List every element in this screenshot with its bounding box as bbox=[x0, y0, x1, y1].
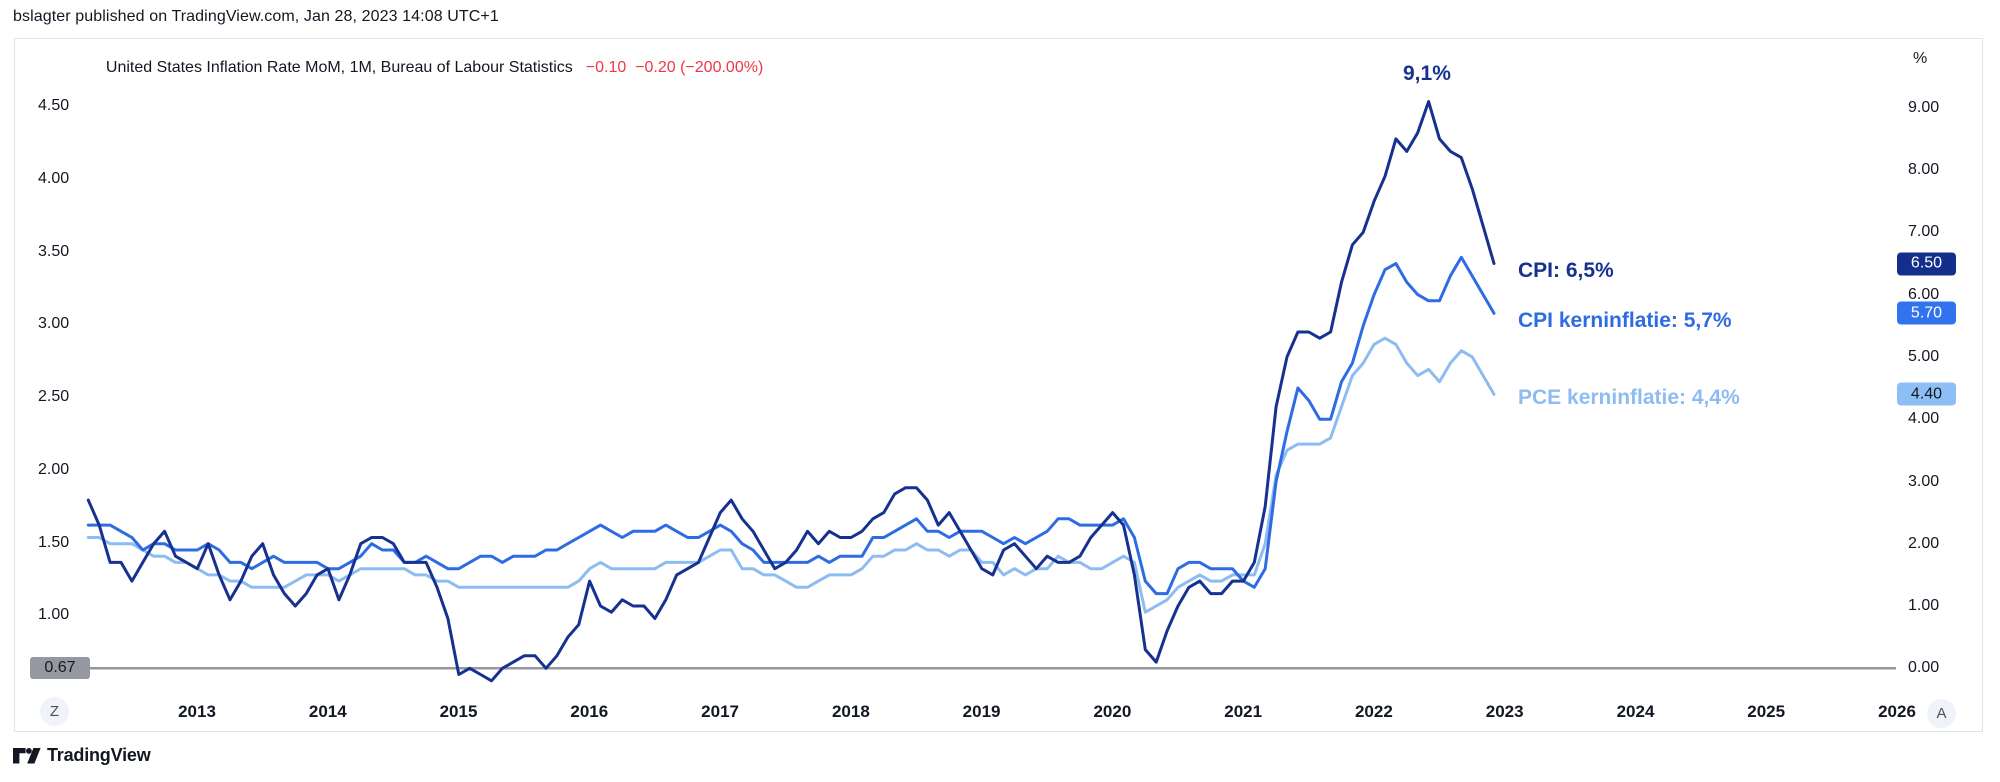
peak-annotation: 9,1% bbox=[1403, 62, 1451, 85]
right-axis-tick: 5.00 bbox=[1908, 347, 1940, 365]
left-axis-tick: 3.00 bbox=[38, 315, 70, 333]
right-axis-tick: 8.00 bbox=[1908, 161, 1940, 179]
chart-change-values: −0.10 −0.20 (−200.00%) bbox=[585, 59, 764, 76]
cpi-series-label: CPI: 6,5% bbox=[1518, 259, 1614, 282]
left-axis-tick: 4.00 bbox=[38, 170, 70, 187]
right-axis-tick: 0.00 bbox=[1908, 659, 1940, 677]
timezone-button[interactable]: Z bbox=[40, 697, 69, 726]
time-axis-year-2023: 2023 bbox=[1485, 702, 1524, 721]
time-axis-year-2019: 2019 bbox=[962, 702, 1001, 721]
time-axis-year-2025: 2025 bbox=[1747, 702, 1786, 721]
core-pce-series-label: PCE kerninflatie: 4,4% bbox=[1518, 386, 1740, 409]
tradingview-logo-icon[interactable] bbox=[13, 747, 41, 770]
left-axis-tick: 4.50 bbox=[38, 97, 70, 115]
right-axis-tick: 1.00 bbox=[1908, 597, 1940, 614]
series-line-pce-kerninflatie bbox=[86, 336, 1496, 614]
right-axis-tick: 7.00 bbox=[1908, 223, 1940, 241]
time-axis-year-2014: 2014 bbox=[308, 702, 347, 721]
price-badge-6.50: 6.50 bbox=[1897, 252, 1956, 275]
time-axis-year-2022: 2022 bbox=[1354, 702, 1393, 721]
time-axis-year-2017: 2017 bbox=[701, 702, 740, 721]
time-axis-year-2018: 2018 bbox=[831, 702, 870, 721]
time-axis-year-2024: 2024 bbox=[1616, 702, 1655, 721]
left-axis-tick: 2.50 bbox=[38, 388, 70, 406]
time-axis-year-2026: 2026 bbox=[1878, 702, 1916, 721]
right-axis-tick: 9.00 bbox=[1908, 98, 1940, 116]
time-axis-year-2016: 2016 bbox=[570, 702, 609, 721]
chart-card bbox=[14, 38, 1983, 732]
price-badge-4.40: 4.40 bbox=[1897, 382, 1956, 406]
chart-legend: United States Inflation Rate MoM, 1M, Bu… bbox=[97, 41, 763, 77]
right-axis-tick: 3.00 bbox=[1908, 472, 1940, 490]
left-axis-tick: 2.00 bbox=[38, 460, 70, 478]
left-axis-value-badge: 0.67 bbox=[30, 657, 90, 679]
auto-scale-button[interactable]: A bbox=[1927, 699, 1956, 728]
right-axis-tick: 4.00 bbox=[1908, 410, 1940, 428]
right-axis-tick: 2.00 bbox=[1908, 534, 1940, 552]
right-axis-unit: % bbox=[1913, 50, 1928, 67]
chart-title: United States Inflation Rate MoM, 1M, Bu… bbox=[105, 59, 573, 76]
published-header: bslagter published on TradingView.com, J… bbox=[13, 8, 499, 25]
right-axis-tick: 6.00 bbox=[1908, 285, 1940, 303]
time-axis-year-2015: 2015 bbox=[439, 702, 478, 721]
tradingview-brand[interactable]: TradingView bbox=[47, 745, 151, 765]
left-axis-tick: 3.50 bbox=[38, 242, 70, 260]
series-line-cpi-kerninflatie bbox=[86, 255, 1496, 596]
time-axis-year-2020: 2020 bbox=[1093, 702, 1132, 721]
core-cpi-series-label: CPI kerninflatie: 5,7% bbox=[1518, 309, 1732, 332]
series-line-cpi bbox=[86, 100, 1496, 683]
price-badge-5.70: 5.70 bbox=[1897, 301, 1956, 325]
left-axis-tick: 1.50 bbox=[38, 533, 70, 551]
time-axis-year-2021: 2021 bbox=[1224, 702, 1263, 721]
time-axis-year-2013: 2013 bbox=[178, 702, 216, 721]
left-axis-tick: 1.00 bbox=[38, 606, 70, 624]
